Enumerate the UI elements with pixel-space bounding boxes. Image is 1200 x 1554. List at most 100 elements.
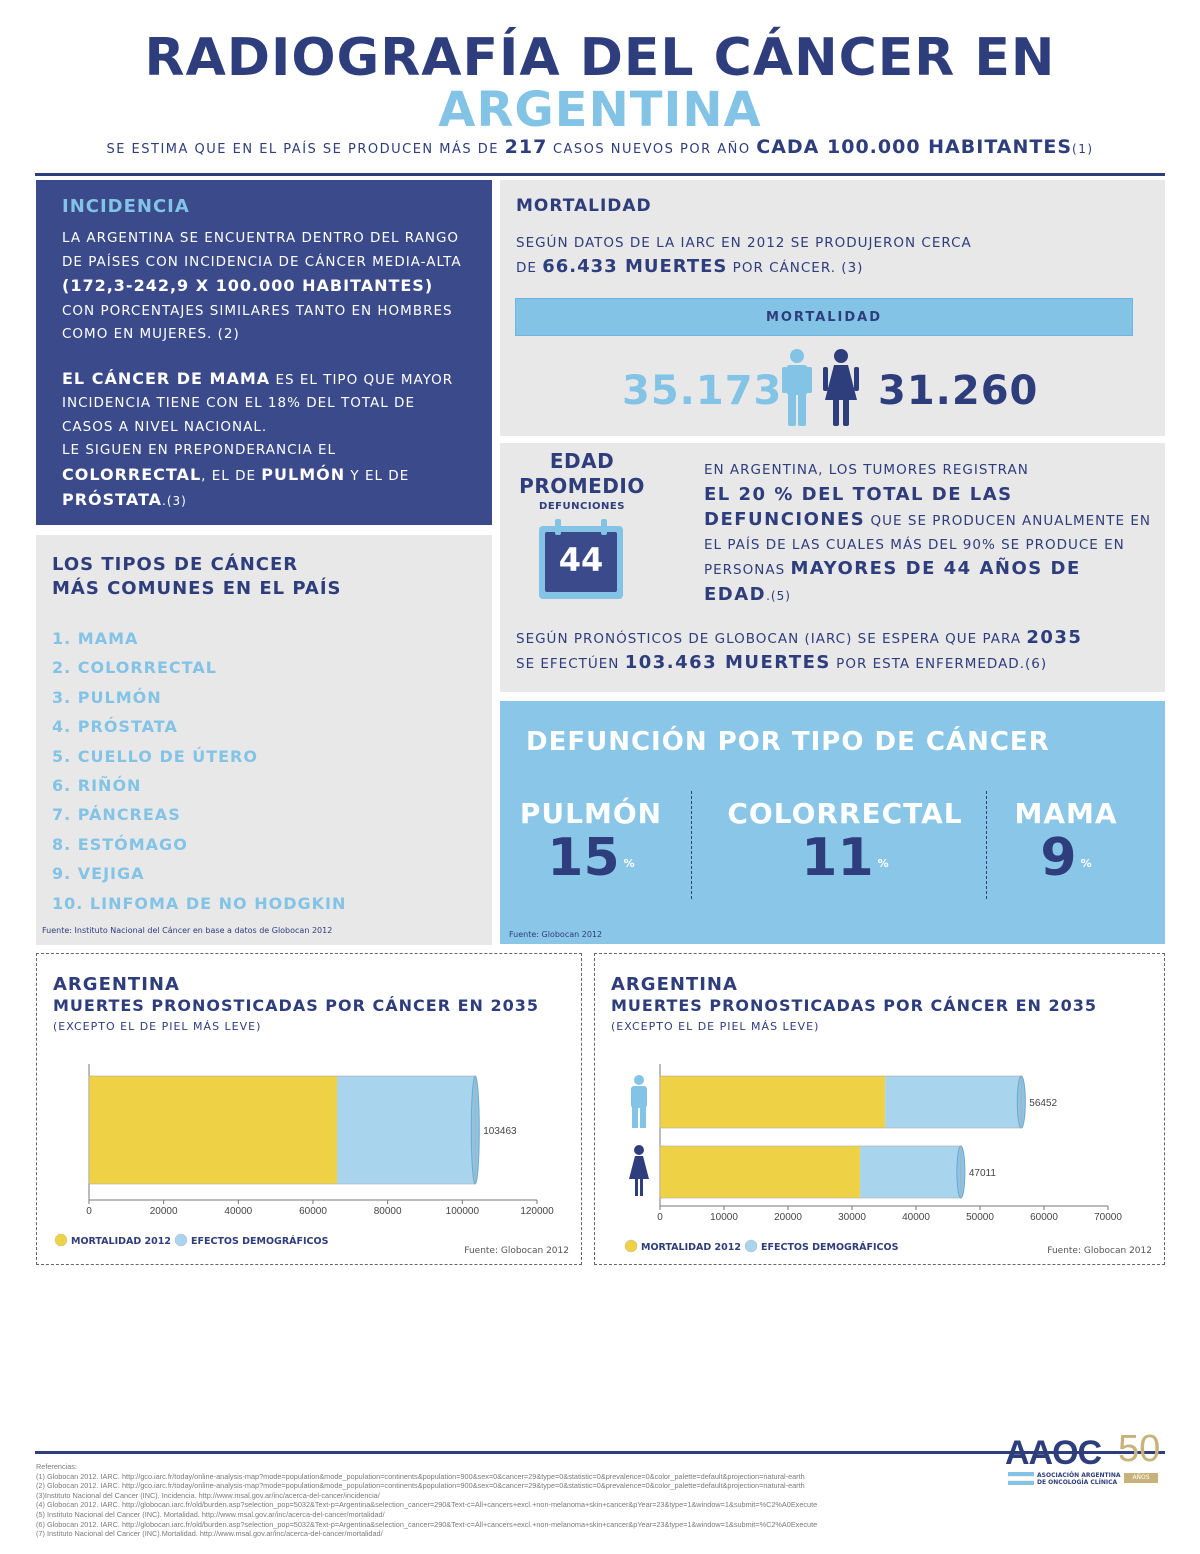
logo-sub-2: DE ONCOLOGÍA CLÍNICA: [1037, 1479, 1118, 1486]
x-tick-label: 80000: [374, 1206, 402, 1217]
mortalidad-text-num: 66.433 MUERTES: [542, 256, 728, 277]
incidencia-p1-c: CON PORCENTAJES SIMILARES TANTO EN HOMBR…: [62, 302, 453, 343]
female-icon: [823, 349, 859, 426]
male-mortality-value: 35.173: [622, 368, 783, 414]
defuncion-divider: [986, 791, 987, 899]
defuncion-panel: DEFUNCIÓN POR TIPO DE CÁNCER PULMÓN 15% …: [500, 701, 1165, 944]
defuncion-source: Fuente: Globocan 2012: [509, 930, 603, 939]
footer-divider: [35, 1451, 1165, 1454]
edad-t1: EN ARGENTINA, LOS TUMORES REGISTRAN: [704, 462, 1029, 478]
page-title-country: ARGENTINA: [438, 82, 762, 138]
incidencia-panel: INCIDENCIA LA ARGENTINA SE ENCUENTRA DEN…: [36, 180, 492, 525]
mortalidad-text: SEGÚN DATOS DE LA IARC EN 2012 SE PRODUJ…: [516, 232, 1149, 280]
tipos-title-2: MÁS COMUNES EN EL PAÍS: [52, 578, 342, 599]
list-item: 3. PULMÓN: [52, 687, 162, 707]
female-mortality-value: 31.260: [878, 368, 1039, 414]
incidencia-p2-ref: .(3): [162, 494, 187, 508]
bar-efectos-demograficos: [860, 1146, 961, 1198]
x-tick-label: 40000: [902, 1212, 930, 1223]
tipos-title-1: LOS TIPOS DE CÁNCER: [52, 554, 299, 575]
x-tick-label: 40000: [224, 1206, 252, 1217]
incidencia-p2-b: ES EL TIPO QUE MAYOR INCIDENCIA TIENE CO…: [62, 371, 454, 435]
incidencia-p2-d: COLORRECTAL: [62, 464, 202, 484]
defuncion-value: 9: [1040, 828, 1077, 888]
chart-svg: 0 10000 20000 30000 40000 50000 60000 70000 5645…: [624, 1064, 1122, 1253]
incidencia-paragraph-2: EL CÁNCER DE MAMA ES EL TIPO QUE MAYOR I…: [62, 367, 466, 514]
chart-title: ARGENTINA: [611, 974, 738, 995]
bar-efectos-demograficos: [337, 1076, 476, 1184]
bar-outline: [659, 1075, 1022, 1129]
list-item: 4. PRÓSTATA: [52, 717, 178, 737]
chart-subtitle: MUERTES PRONOSTICADAS POR CÁNCER EN 2035: [611, 996, 1098, 1015]
legend-swatch: [624, 1239, 638, 1253]
incidencia-p2-g: Y EL DE: [350, 467, 410, 484]
incidencia-p1-a: LA ARGENTINA SE ENCUENTRA DENTRO DEL RAN…: [62, 230, 462, 270]
chart-note: (EXCEPTO EL DE PIEL MÁS LEVE): [611, 1020, 820, 1033]
list-item: 2. COLORRECTAL: [52, 658, 217, 678]
legend-label: EFECTOS DEMOGRÁFICOS: [191, 1235, 329, 1247]
edad-t3: QUE SE PRODUCEN ANUALMENTE EN EL PAÍS DE…: [704, 513, 1151, 578]
edad-title: EDAD PROMEDIO: [512, 449, 652, 499]
incidencia-p1-b: (172,3-242,9 X 100.000 HABITANTES): [62, 276, 434, 295]
incidencia-title: INCIDENCIA: [62, 196, 190, 217]
edad-t5: .(5): [766, 588, 791, 603]
tipos-title: LOS TIPOS DE CÁNCER MÁS COMUNES EN EL PA…: [52, 553, 476, 601]
defuncion-value: 15: [547, 828, 620, 888]
references-heading: Referencias:: [36, 1462, 77, 1471]
x-tick-label: 60000: [299, 1206, 327, 1217]
male-icon: [782, 349, 812, 426]
male-icon: [631, 1075, 647, 1128]
defuncion-divider: [691, 791, 692, 899]
list-item: 7. PÁNCREAS: [52, 805, 181, 825]
logo-anos: AÑOS: [1124, 1473, 1158, 1483]
edad-f1: SEGÚN PRONÓSTICOS DE GLOBOCAN (IARC) SE …: [516, 631, 1022, 647]
incidencia-p2-h: PRÓSTATA: [62, 490, 163, 509]
chart-svg: 0 20000 40000 60000 80000 100000 120000 103463 M…: [54, 1064, 554, 1247]
incidencia-paragraph-1: LA ARGENTINA SE ENCUENTRA DENTRO DEL RAN…: [62, 227, 466, 347]
calendar-icon: [539, 519, 623, 599]
defuncion-item-colorrectal: COLORRECTAL 11%: [710, 797, 980, 886]
reference-item: (5) Instituto Nacional del Cancer (INC).…: [36, 1509, 385, 1519]
defuncion-title: DEFUNCIÓN POR TIPO DE CÁNCER: [526, 727, 1050, 757]
legend-label: MORTALIDAD 2012: [71, 1236, 171, 1247]
subtitle-ref: (1): [1072, 142, 1094, 156]
chart-total-deaths-2035: ARGENTINA MUERTES PRONOSTICADAS POR CÁNC…: [36, 953, 582, 1265]
page-title: RADIOGRAFÍA DEL CÁNCER EN: [144, 28, 1056, 88]
mortalidad-text-b: DE: [516, 260, 537, 276]
mortalidad-text-a: SEGÚN DATOS DE LA IARC EN 2012 SE PRODUJ…: [516, 235, 972, 251]
incidencia-p2-c: LE SIGUEN EN PREPONDERANCIA EL: [62, 442, 337, 458]
header-divider: [35, 173, 1165, 176]
list-item: 6. RIÑÓN: [52, 775, 142, 795]
mortalidad-text-c: POR CÁNCER. (3): [732, 260, 864, 276]
list-item: 8. ESTÓMAGO: [52, 834, 188, 854]
bar-total-label: 47011: [969, 1168, 997, 1179]
logo-sub-1: ASOCIACIÓN ARGENTINA: [1037, 1472, 1121, 1479]
defuncion-unit: %: [877, 857, 889, 870]
defuncion-name: COLORRECTAL: [727, 797, 963, 830]
logo-fifty: 50: [1118, 1428, 1161, 1470]
bar-mortalidad-2012: [660, 1076, 886, 1128]
reference-item: (6) Globocan 2012. IARC. http://globocan…: [36, 1519, 818, 1529]
incidencia-p2-a: EL CÁNCER DE MAMA: [62, 368, 271, 388]
mortalidad-panel: MORTALIDAD SEGÚN DATOS DE LA IARC EN 201…: [500, 180, 1165, 436]
x-tick-label: 0: [657, 1212, 663, 1223]
list-item: 5. CUELLO DE ÚTERO: [52, 746, 258, 766]
list-item: 9. VEJIGA: [52, 864, 145, 884]
x-tick-label: 70000: [1094, 1212, 1122, 1223]
argentina-flag-icon: [1008, 1472, 1034, 1485]
edad-panel: EDAD PROMEDIO DEFUNCIONES 44 EN ARGENTIN…: [500, 443, 1165, 692]
reference-item: (2) Globocan 2012. IARC. http://gco.iarc…: [36, 1481, 805, 1491]
defuncion-value: 11: [801, 828, 874, 888]
bar-outline: [88, 1075, 476, 1185]
references: Referencias: (1) Globocan 2012. IARC. ht…: [36, 1462, 936, 1539]
reference-item: (4) Globocan 2012. IARC. http://globocan…: [36, 1500, 818, 1510]
x-tick-label: 60000: [1030, 1212, 1058, 1223]
reference-item: (3)Instituto Nacional del Cancer (INC). …: [36, 1490, 380, 1500]
x-tick-label: 0: [86, 1206, 92, 1217]
bar-efectos-demograficos: [885, 1076, 1022, 1128]
bar-outline: [659, 1145, 962, 1199]
mortalidad-title: MORTALIDAD: [516, 196, 652, 216]
bar-mortalidad-2012: [660, 1146, 861, 1198]
x-tick-label: 100000: [446, 1206, 480, 1217]
bar-mortalidad-2012: [89, 1076, 338, 1184]
